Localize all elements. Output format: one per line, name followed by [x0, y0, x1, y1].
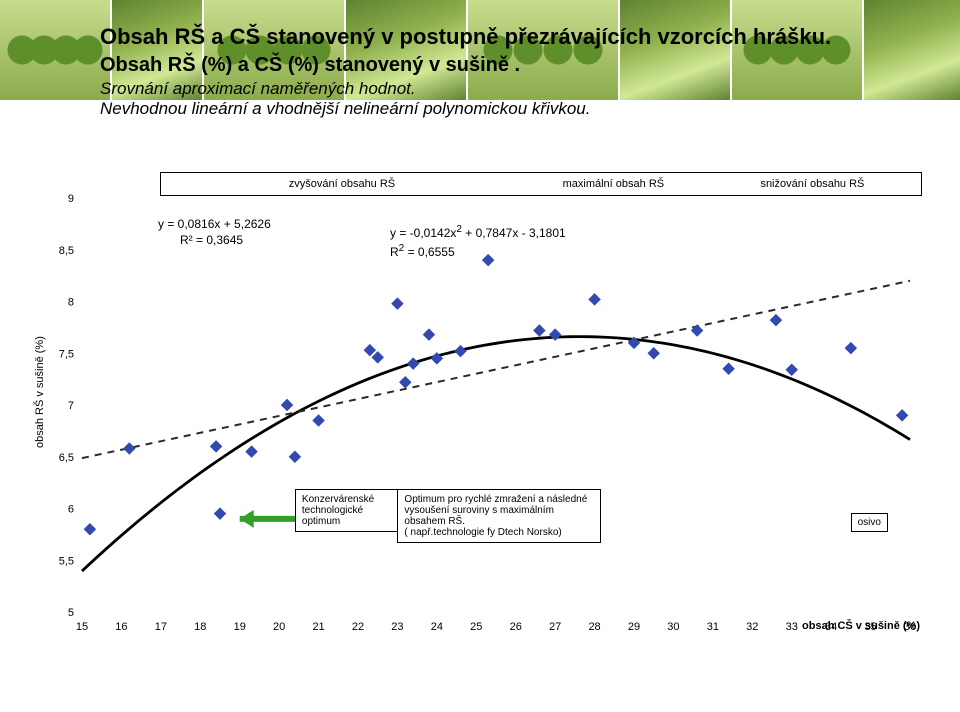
- svg-text:31: 31: [707, 621, 719, 633]
- svg-text:16: 16: [115, 621, 127, 633]
- svg-text:35: 35: [864, 621, 876, 633]
- svg-text:32: 32: [746, 621, 758, 633]
- annotation-box: Konzervárenské technologické optimum: [295, 489, 402, 532]
- slide-subtitle-1: Obsah RŠ (%) a CŠ (%) stanovený v sušině…: [100, 54, 900, 77]
- chart-area: obsah RŠ v sušině (%) obsah CŠ v sušině …: [40, 168, 920, 668]
- svg-text:5,5: 5,5: [59, 555, 74, 567]
- svg-text:26: 26: [510, 621, 522, 633]
- svg-text:18: 18: [194, 621, 206, 633]
- osivo-tag: osivo: [851, 513, 888, 532]
- svg-text:25: 25: [470, 621, 482, 633]
- svg-text:6,5: 6,5: [59, 452, 74, 464]
- svg-text:6: 6: [68, 504, 74, 516]
- svg-text:15: 15: [76, 621, 88, 633]
- slide-subtitle-2: Srovnání aproximací naměřených hodnot.: [100, 79, 900, 99]
- annotation-box: Optimum pro rychlé zmražení a následné v…: [397, 489, 601, 543]
- svg-text:33: 33: [786, 621, 798, 633]
- svg-text:19: 19: [234, 621, 246, 633]
- plot-svg: 5 5,5 6 6,5 7 7,5 8 8,5 9 15 16 17 18 19 20 21 22 23 24 25 2…: [40, 168, 920, 668]
- svg-text:7,5: 7,5: [59, 348, 74, 360]
- svg-text:29: 29: [628, 621, 640, 633]
- svg-text:5: 5: [68, 607, 74, 619]
- svg-text:7: 7: [68, 400, 74, 412]
- svg-text:8: 8: [68, 297, 74, 309]
- banner-strip: [0, 0, 110, 100]
- svg-text:27: 27: [549, 621, 561, 633]
- svg-text:20: 20: [273, 621, 285, 633]
- svg-text:34: 34: [825, 621, 837, 633]
- svg-text:17: 17: [155, 621, 167, 633]
- svg-text:28: 28: [588, 621, 600, 633]
- svg-text:22: 22: [352, 621, 364, 633]
- slide-title: Obsah RŠ a CŠ stanovený v postupně přezr…: [100, 24, 900, 50]
- svg-text:9: 9: [68, 193, 74, 205]
- slide-subtitle-3: Nevhodnou lineární a vhodnější nelineárn…: [100, 99, 900, 119]
- svg-text:30: 30: [667, 621, 679, 633]
- svg-text:21: 21: [312, 621, 324, 633]
- svg-text:8,5: 8,5: [59, 245, 74, 257]
- svg-text:36: 36: [904, 621, 916, 633]
- svg-text:24: 24: [431, 621, 443, 633]
- slide-header: Obsah RŠ a CŠ stanovený v postupně přezr…: [100, 24, 900, 119]
- svg-text:23: 23: [391, 621, 403, 633]
